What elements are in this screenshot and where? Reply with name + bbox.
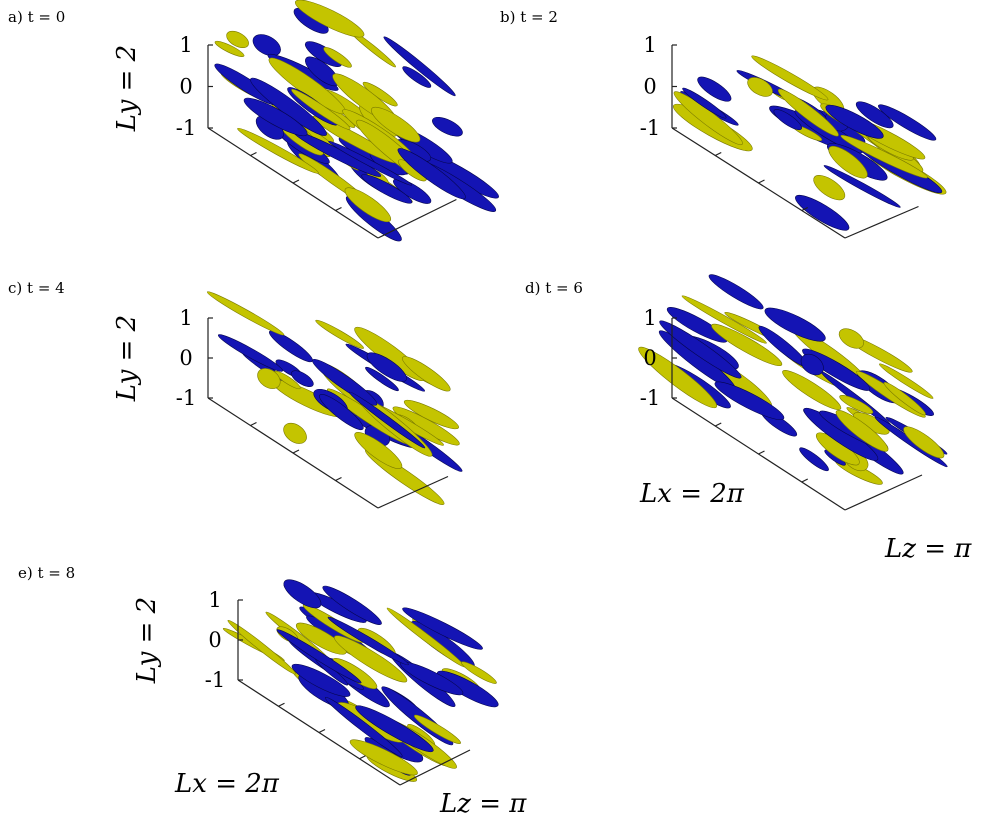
tick-mark	[251, 153, 257, 156]
x-axis-label: Lx = 2π	[639, 479, 745, 509]
panel: a) t = 0 1 0 -1 Ly = 2	[8, 0, 502, 246]
z-axis-label: Lz = π	[439, 789, 527, 817]
y-axis-label: Ly = 2	[112, 315, 142, 402]
y-axis-label: Ly = 2	[112, 45, 142, 132]
y-tick-label: 0	[179, 346, 192, 370]
panel-label: d) t = 6	[525, 279, 583, 297]
y-axis-label: Ly = 2	[132, 597, 162, 684]
tick-mark	[293, 180, 299, 183]
y-tick-label: 0	[208, 628, 221, 652]
y-tick-label: 1	[208, 588, 221, 612]
x-axis-label: Lx = 2π	[174, 769, 280, 799]
y-tick-label: -1	[640, 116, 660, 140]
y-tick-label: -1	[640, 386, 660, 410]
isosurface	[706, 270, 766, 313]
panel-label: b) t = 2	[500, 8, 558, 26]
y-tick-label: -1	[176, 386, 196, 410]
tick-mark	[336, 208, 342, 211]
tick-mark	[279, 703, 285, 706]
panel: c) t = 4 1 0 -1 Ly = 2	[8, 279, 465, 509]
isosurface	[280, 419, 311, 448]
y-tick-label: 0	[643, 346, 656, 370]
isosurface	[430, 113, 465, 140]
isosurface	[670, 87, 746, 150]
tick-mark	[360, 756, 366, 759]
panel: d) t = 6 1 0 -1 Lx = 2π Lz = π	[525, 270, 972, 564]
y-tick-label: -1	[176, 116, 196, 140]
y-tick-label: 1	[179, 33, 192, 57]
tick-mark	[715, 153, 721, 156]
tick-mark	[293, 450, 299, 453]
tick-mark	[336, 478, 342, 481]
y-tick-label: 1	[643, 306, 656, 330]
y-tick-label: 1	[179, 306, 192, 330]
tick-mark	[251, 423, 257, 426]
tick-mark	[759, 180, 765, 183]
panel-label: a) t = 0	[8, 8, 65, 26]
isosurface	[266, 327, 315, 366]
tick-mark	[759, 451, 765, 454]
z-axis	[845, 207, 919, 239]
panel-label: c) t = 4	[8, 279, 65, 297]
tick-mark	[802, 479, 808, 482]
tick-mark	[715, 423, 721, 426]
panel: e) t = 8 1 0 -1 Ly = 2 Lx = 2π Lz = π	[18, 564, 527, 817]
y-tick-label: 0	[643, 75, 656, 99]
y-tick-label: 0	[179, 75, 192, 99]
z-axis-label: Lz = π	[884, 534, 972, 564]
figure: a) t = 0 1 0 -1 Ly = 2 b) t = 2 1 0 -1 c) t = 4 1 0…	[0, 0, 1001, 817]
z-axis	[845, 475, 922, 510]
panel: b) t = 2 1 0 -1	[500, 8, 950, 238]
panel-label: e) t = 8	[18, 564, 75, 582]
y-tick-label: -1	[205, 668, 225, 692]
y-tick-label: 1	[643, 33, 656, 57]
tick-mark	[319, 730, 325, 733]
isosurface	[205, 289, 285, 338]
